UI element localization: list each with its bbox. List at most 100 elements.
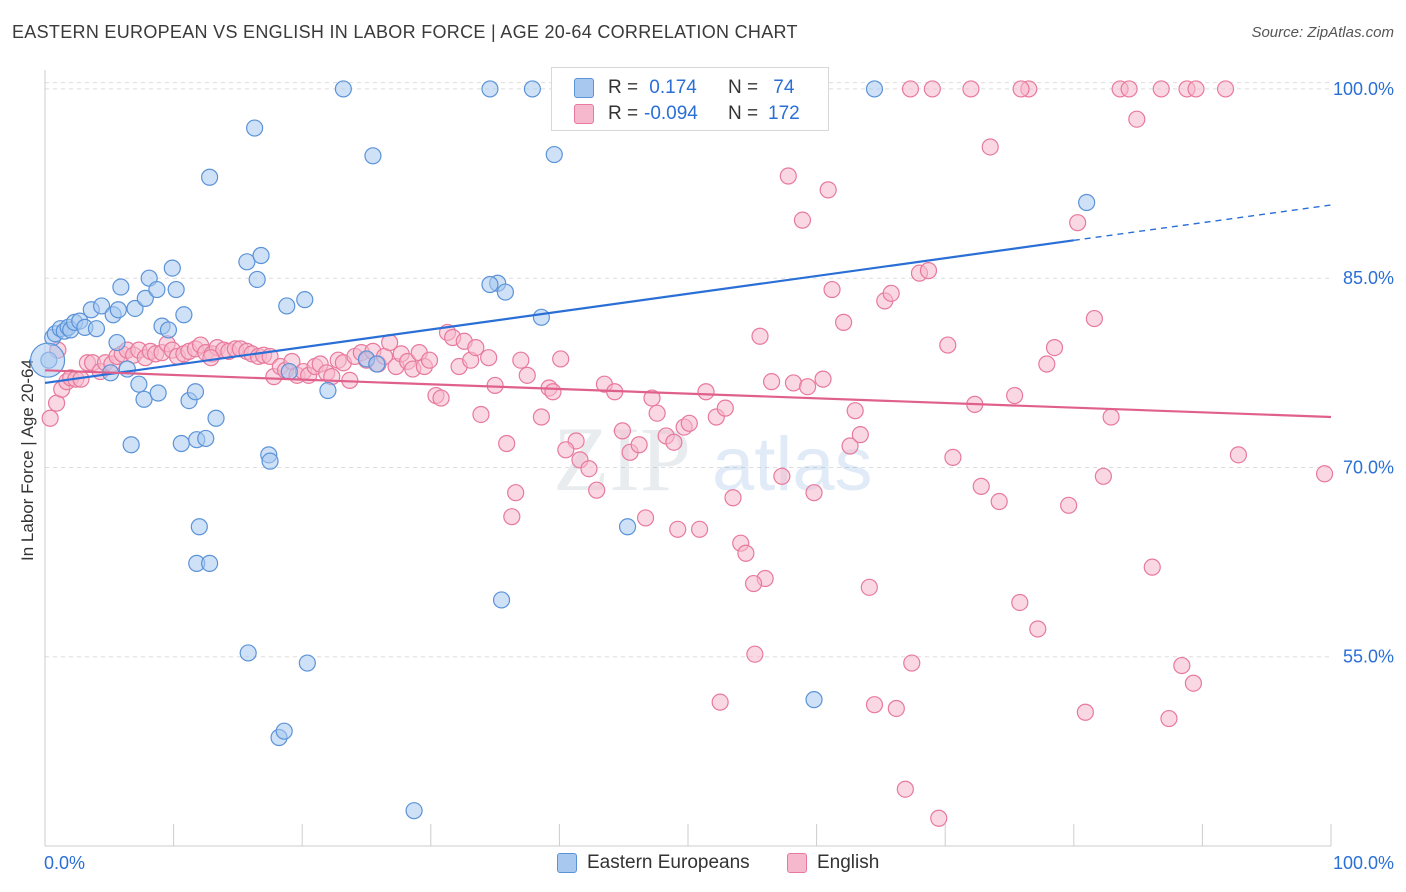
english-point [665,433,683,451]
english-point [798,378,817,396]
english-point [1076,703,1094,721]
english-point [944,448,962,466]
eastern-european-point [275,722,293,740]
eastern-european-point [148,280,166,299]
english-point [814,370,832,388]
eastern-european-point [532,308,550,326]
english-point [1085,309,1103,328]
eastern-european-point [319,381,337,400]
bottom-legend-swatch-blue [557,853,577,873]
x-tick-min: 0.0% [44,853,86,873]
legend-r-label: R = [608,77,639,98]
english-point [503,508,521,526]
eastern-european-point [207,409,225,427]
english-point [1069,214,1087,232]
y-tick-label: 100.0% [1333,79,1394,99]
eastern-european-point [239,644,257,662]
english-point [557,441,575,459]
axes [44,70,1332,847]
english-point [552,350,570,368]
eastern-european-point [364,147,382,165]
legend-n-label: N = [728,103,759,124]
eastern-european-point [112,278,130,296]
eastern-european-point [481,275,499,294]
legend-n-label: N = [728,77,759,98]
english-point [669,520,687,538]
eastern-european-point [334,80,352,98]
english-point [841,437,859,455]
english-point [901,80,920,98]
english-point [1187,80,1205,98]
english-point [648,404,666,422]
english-point [1216,80,1235,98]
english-point [1173,656,1191,675]
eastern-european-point [122,436,140,454]
english-point [1128,110,1146,128]
english-point [865,696,884,714]
english-point [751,327,769,345]
english-point [1229,446,1248,464]
english-point [630,436,648,454]
y-tick-label: 70.0% [1343,457,1394,477]
english-point [518,366,536,384]
english-point [1006,386,1024,405]
eastern-european-point [496,283,514,301]
eastern-european-point [296,291,314,309]
english-point [1045,338,1064,357]
english-point [1102,408,1120,426]
eastern-european-point [545,145,563,164]
eastern-european-point [108,333,126,352]
eastern-european-trend-line [44,239,1074,385]
english-point [805,484,823,502]
english-point [851,426,869,444]
legend-swatch-pink [574,104,594,124]
english-point [919,262,938,280]
bottom-legend-english: English [787,852,879,874]
english-point [939,336,957,354]
english-point [690,520,709,538]
english-point [420,351,439,369]
y-tick-label: 85.0% [1343,268,1394,288]
english-point [930,809,948,827]
eastern-european-point [523,80,541,98]
english-point [1315,465,1334,483]
stats-legend: R = 0.174 N = 74 R = -0.094 N = 172 [551,67,829,131]
english-point [823,280,841,299]
eastern-european-point [248,270,266,289]
bottom-legend-label: English [817,852,880,873]
eastern-european-point [280,362,298,381]
legend-row-eastern-european: R = 0.174 N = 74 [574,77,794,99]
english-point [860,578,878,596]
english-point [762,373,781,391]
english-point [512,351,530,369]
eastern-european-point [136,289,154,307]
english-point [724,489,742,507]
legend-n-value: 172 [768,103,800,124]
english-point [923,80,941,98]
english-point [737,544,755,562]
eastern-european-point [261,452,279,470]
english-point [903,654,921,672]
eastern-european-point [118,360,136,378]
eastern-european-point [492,591,511,609]
eastern-european-point [201,554,219,572]
legend-r-value: 0.174 [644,77,697,98]
english-point [1011,593,1029,612]
eastern-european-point [252,246,270,265]
english-point [1160,709,1178,728]
legend-r-value: -0.094 [644,103,698,124]
eastern-european-point [368,355,386,373]
legend-row-english: R = -0.094 N = 172 [574,103,800,125]
eastern-european-point [481,80,499,98]
english-point [1029,620,1047,638]
english-point [432,389,450,407]
english-point [784,374,803,392]
english-point [1038,355,1056,373]
english-point [588,481,606,499]
english-point [1152,80,1170,98]
eastern-european-point [172,434,190,453]
english-point [507,484,525,502]
eastern-european-point [159,321,178,339]
english-point [41,409,59,427]
eastern-european-point [201,168,219,186]
